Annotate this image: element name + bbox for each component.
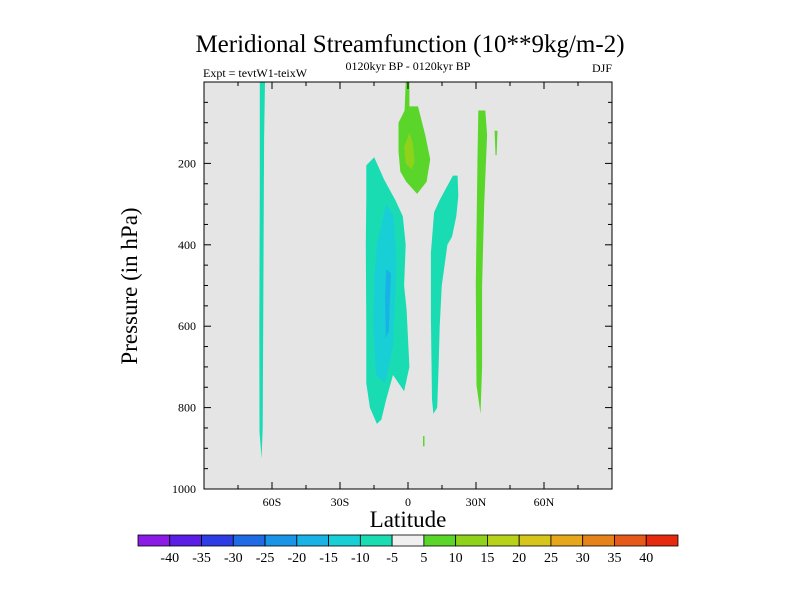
colorbar: -40 -35 -30 -25 -20 -15 -10 -5 5 10 15 20 25 30 35 40 (137, 534, 679, 566)
subtitle-right: DJF (592, 61, 612, 75)
contour-region-nh-positive-sliver (494, 130, 498, 156)
colorbar-label: 10 (449, 551, 463, 566)
plot-area: 60S 30S 0 30N 60N 200 400 600 800 1000 (172, 81, 613, 509)
subtitle-center: 0120kyr BP - 0120kyr BP (346, 59, 471, 73)
colorbar-label: 25 (544, 551, 558, 566)
y-tick-label: 600 (178, 319, 196, 333)
colorbar-label: 20 (512, 551, 526, 566)
colorbar-label: 15 (480, 551, 494, 566)
colorbar-swatch (614, 534, 647, 547)
colorbar-swatch (201, 534, 234, 547)
colorbar-label: 35 (607, 551, 621, 566)
x-tick-label: 60S (263, 495, 282, 509)
colorbar-swatch (296, 534, 329, 547)
contour-region-tropical-negative-cell-center (385, 269, 391, 339)
colorbar-swatch (137, 534, 171, 547)
y-tick-label: 400 (178, 238, 196, 252)
colorbar-swatch (455, 534, 488, 547)
y-tick-label: 200 (178, 156, 196, 170)
x-tick-label: 60N (534, 495, 555, 509)
colorbar-swatch (169, 534, 202, 547)
colorbar-swatch (232, 534, 266, 547)
subtitle-left: Expt = tevtW1-teixW (203, 66, 308, 80)
colorbar-label: -35 (192, 551, 211, 566)
colorbar-label: -25 (256, 551, 275, 566)
colorbar-swatch (423, 534, 457, 547)
colorbar-label: 30 (576, 551, 590, 566)
contour-region-upper-positive-cell-core (404, 132, 415, 170)
x-tick-label: 30N (466, 495, 487, 509)
colorbar-label: 5 (420, 551, 427, 566)
y-axis-title: Pressure (in hPa) (117, 207, 142, 364)
contour-region-sh-high-lat-column (259, 82, 265, 459)
contour-region-surface-dot (423, 436, 425, 447)
chart-title: Meridional Streamfunction (10**9kg/m-2) (195, 31, 624, 58)
colorbar-label: -15 (319, 551, 338, 566)
colorbar-label: -30 (224, 551, 243, 566)
contour-region-nh-negative-column (430, 175, 459, 414)
colorbar-swatch (487, 534, 520, 547)
colorbar-swatch (328, 534, 361, 547)
y-tick-label: 800 (178, 401, 196, 415)
contour-region-upper-positive-cell (398, 82, 431, 194)
axis-ticks: 60S 30S 0 30N 60N 200 400 600 800 1000 (172, 81, 613, 509)
colorbar-swatch (264, 534, 298, 547)
colorbar-label: -40 (160, 551, 179, 566)
colorbar-label: 40 (639, 551, 653, 566)
colorbar-swatch (645, 534, 679, 547)
colorbar-swatch (550, 534, 584, 547)
colorbar-label: -20 (287, 551, 306, 566)
colorbar-swatch (391, 534, 425, 547)
colorbar-swatch (359, 534, 393, 547)
colorbar-label: -5 (386, 551, 398, 566)
x-tick-label: 30S (331, 495, 350, 509)
colorbar-swatch (518, 534, 552, 547)
contour-regions (259, 82, 498, 459)
contour-region-tropical-negative-cell-core (373, 204, 397, 384)
colorbar-swatch (582, 534, 615, 547)
contour-region-nh-positive-column (475, 110, 488, 414)
x-tick-label: 0 (405, 495, 411, 509)
x-axis-title: Latitude (370, 507, 447, 532)
y-tick-label: 1000 (172, 482, 196, 496)
colorbar-label: -10 (351, 551, 370, 566)
